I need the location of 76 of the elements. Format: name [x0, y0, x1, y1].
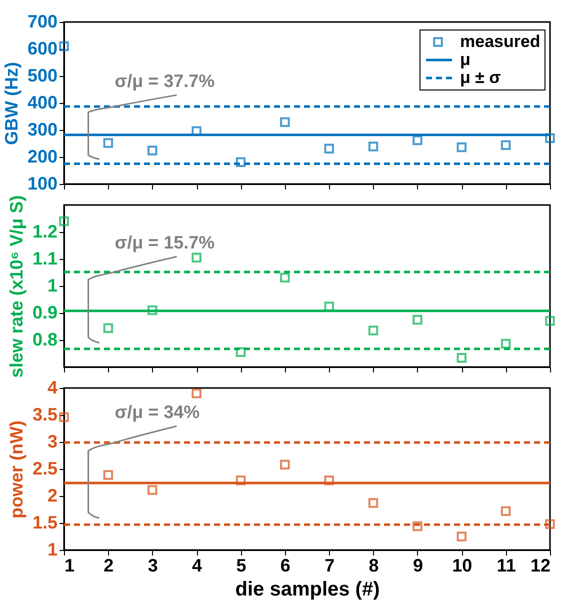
point: [368, 326, 378, 336]
x-tick-label: 3: [148, 556, 158, 576]
point: [147, 305, 158, 316]
y-tick-label: 300: [27, 120, 58, 140]
point: [324, 144, 334, 154]
y-tick-label: 100: [27, 174, 58, 194]
annotation: σ/μ = 34%: [114, 402, 200, 422]
y-tick-label: 0.8: [32, 330, 58, 350]
y-tick-label: 600: [27, 38, 58, 58]
y-tick-label: 2: [47, 486, 58, 506]
x-tick-label: 10: [452, 556, 472, 576]
y-tick-label: 3: [47, 432, 58, 452]
point: [192, 252, 202, 263]
y-tick-label: 500: [27, 66, 58, 86]
point: [545, 316, 555, 326]
annotation: σ/μ = 15.7%: [114, 232, 215, 253]
point: [280, 272, 290, 283]
point: [147, 146, 158, 156]
legend-label: μ ± σ: [460, 68, 502, 87]
point: [500, 338, 511, 349]
x-tick-label: 12: [530, 556, 550, 576]
y-axis-title: GBW (Hz): [1, 62, 22, 145]
y-tick-label: 1: [47, 276, 58, 296]
y-tick-label: 2.5: [32, 458, 58, 478]
point: [324, 475, 334, 486]
y-tick-label: 1.5: [32, 512, 58, 532]
x-tick-label: 11: [496, 556, 516, 576]
x-tick-label: 5: [236, 556, 246, 576]
point: [545, 133, 555, 143]
x-axis-title: die samples (#): [235, 578, 380, 600]
point: [192, 388, 202, 398]
x-tick-label: 8: [368, 556, 379, 576]
y-tick-label: 4: [47, 378, 58, 398]
point: [236, 157, 246, 168]
point: [147, 485, 158, 495]
x-tick-label: 9: [412, 556, 423, 576]
point: [500, 140, 511, 150]
point: [103, 138, 114, 148]
y-axis-title: power (nW): [6, 420, 26, 518]
point: [59, 41, 69, 52]
x-tick-label: 4: [192, 556, 202, 576]
point: [368, 142, 378, 152]
point: [412, 135, 422, 146]
y-tick-label: 0.9: [32, 302, 58, 322]
point: [368, 498, 378, 508]
y-tick-label: 1.2: [32, 222, 58, 242]
point: [103, 470, 114, 480]
point: [103, 323, 114, 333]
point: [236, 347, 246, 358]
point: [545, 519, 555, 529]
point: [59, 216, 69, 226]
point: [280, 460, 290, 470]
point: [412, 521, 422, 532]
y-tick-label: 1: [47, 540, 58, 560]
x-tick-label: 6: [280, 556, 290, 576]
point: [456, 142, 467, 152]
y-tick-label: 1.1: [32, 248, 58, 268]
y-tick-label: 200: [27, 146, 58, 166]
point: [412, 314, 422, 325]
point: [456, 532, 467, 542]
y-tick-label: 700: [27, 12, 58, 32]
x-tick-label: 7: [324, 556, 335, 576]
legend-label: measured: [460, 32, 540, 51]
x-tick-label: 1: [64, 556, 75, 576]
y-tick-label: 400: [27, 92, 58, 112]
point: [59, 412, 69, 422]
y-axis-title: slew rate (x10⁶ V/μ S): [6, 195, 26, 378]
point: [456, 352, 467, 363]
point: [236, 475, 246, 486]
y-tick-label: 3.5: [32, 404, 58, 424]
point: [500, 506, 511, 516]
point: [280, 117, 290, 128]
x-tick-label: 2: [104, 556, 114, 576]
point: [324, 302, 334, 312]
legend-label: μ: [460, 50, 470, 69]
annotation: σ/μ = 37.7%: [114, 71, 215, 92]
